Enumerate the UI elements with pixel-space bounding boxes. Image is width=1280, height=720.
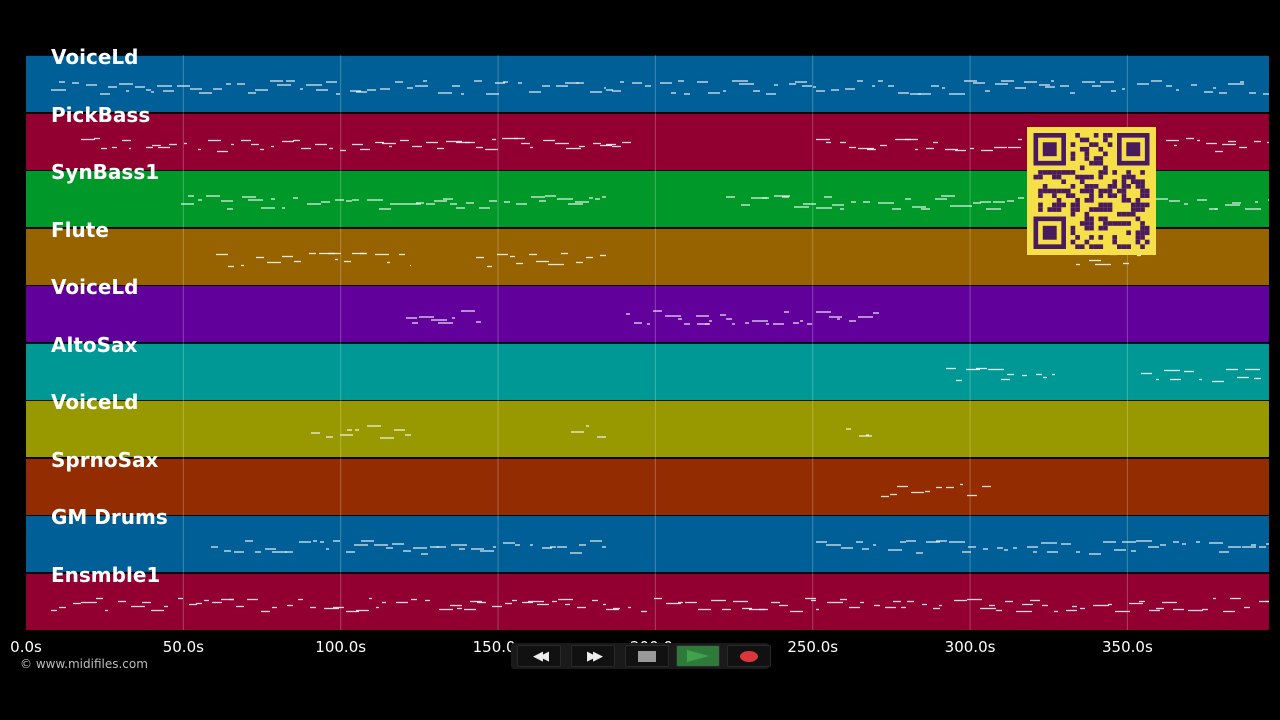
time-tick-label: 0.0s	[10, 638, 42, 656]
rewind-button[interactable]: ◀◀	[517, 645, 561, 667]
play-button[interactable]	[676, 645, 720, 667]
track-label: Flute	[51, 217, 109, 242]
time-tick-label: 350.0s	[1102, 638, 1153, 656]
stop-icon	[638, 650, 656, 662]
track-label: SprnoSax	[51, 447, 159, 472]
stop-button[interactable]	[625, 645, 669, 667]
track-lane: Flute	[26, 219, 1269, 285]
fast-forward-button[interactable]: ▶▶	[571, 645, 615, 667]
record-icon	[740, 650, 758, 662]
qr-code-image	[1033, 133, 1150, 249]
fast-forward-icon: ▶▶	[587, 648, 603, 664]
track-lane: VoiceLd	[26, 46, 1269, 112]
transport-controls: ◀◀ ▶▶	[511, 643, 771, 669]
track-label: AltoSax	[51, 332, 138, 357]
time-tick-label: 300.0s	[944, 638, 996, 656]
track-label: Ensmble1	[51, 562, 161, 587]
track-lane: SprnoSax	[26, 449, 1269, 515]
track-lane: VoiceLd	[26, 276, 1269, 342]
track-label: VoiceLd	[51, 45, 139, 69]
track-lane: AltoSax	[26, 334, 1269, 400]
track-lane: Ensmble1	[26, 564, 1269, 630]
time-tick-label: 150.0s	[472, 638, 524, 656]
track-label: PickBass	[51, 102, 151, 127]
track-label: GM Drums	[51, 505, 168, 529]
play-icon	[687, 650, 709, 662]
track-lane: GM Drums	[26, 506, 1269, 572]
rewind-icon: ◀◀	[533, 648, 549, 664]
qr-code[interactable]	[1027, 127, 1156, 255]
copyright-text: © www.midifiles.com	[20, 657, 148, 671]
record-button[interactable]	[727, 645, 771, 667]
track-label: VoiceLd	[51, 275, 139, 299]
time-tick-label: 50.0s	[162, 638, 204, 656]
track-label: SynBass1	[51, 160, 160, 184]
track-label: VoiceLd	[51, 390, 139, 414]
time-tick-label: 100.0s	[315, 638, 367, 656]
track-lane: VoiceLd	[26, 391, 1269, 457]
time-tick-label: 250.0s	[787, 638, 839, 656]
